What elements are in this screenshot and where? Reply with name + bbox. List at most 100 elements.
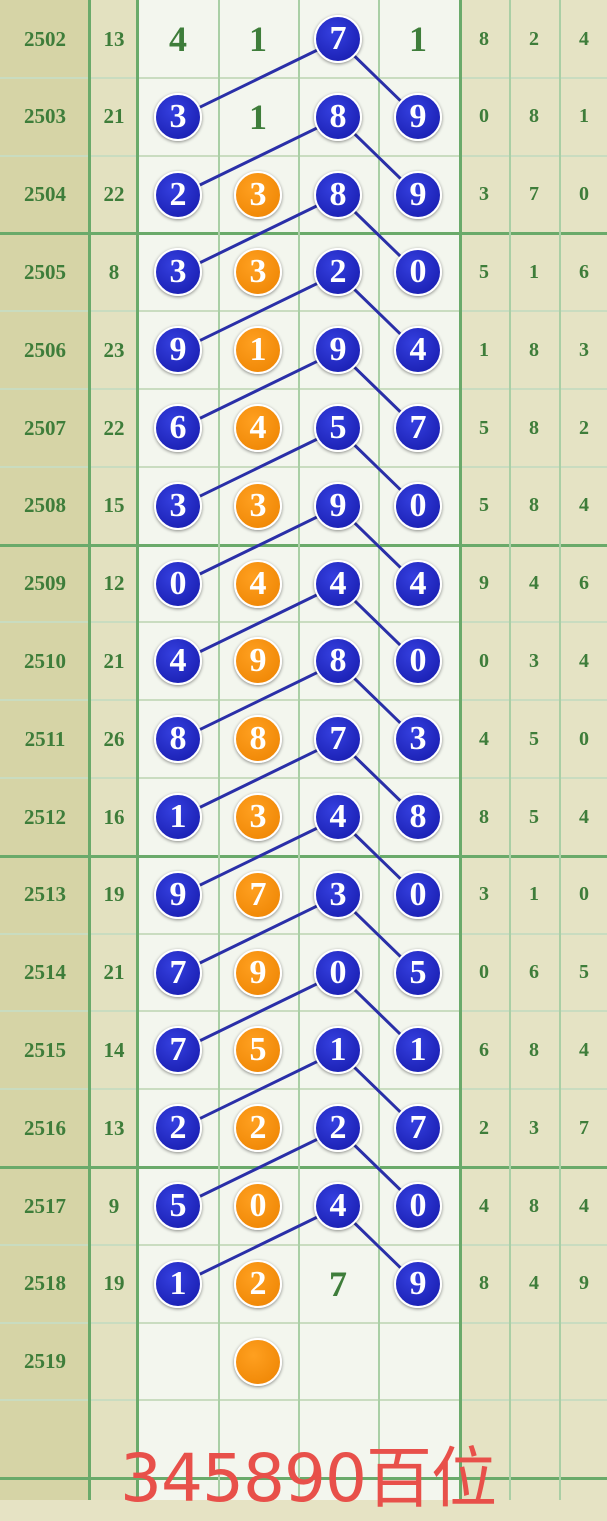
blue-ball: 1	[314, 1026, 362, 1075]
column-divider	[298, 0, 300, 1500]
blue-ball: 0	[394, 248, 442, 297]
connector-line	[177, 194, 339, 275]
digit-cell	[298, 1323, 378, 1401]
digit-cell: 0	[378, 856, 458, 934]
digit-cell: 9	[378, 156, 458, 234]
side-digit-cell: 2	[479, 1116, 489, 1139]
blue-ball: 4	[314, 1182, 362, 1230]
blue-ball: 9	[154, 870, 202, 919]
row-divider	[0, 388, 607, 390]
digit-cell: 8	[378, 778, 458, 856]
digit-text: 7	[329, 1263, 347, 1304]
orange-ball	[234, 1337, 282, 1386]
side-digit-cell: 8	[529, 416, 539, 439]
table-row: 2508 15 3 3 9 0 5 8 4	[0, 467, 607, 545]
blue-ball: 3	[154, 248, 202, 297]
row-divider	[0, 1010, 607, 1013]
table-row: 2503 21 3 1 8 9 0 8 1	[0, 78, 607, 156]
digit-cell: 9	[378, 1245, 458, 1323]
connector-line	[177, 661, 339, 742]
digit-cell: 7	[138, 1011, 218, 1089]
period-cell: 2518	[24, 1271, 66, 1296]
digit-cell: 7	[298, 1245, 378, 1323]
side-digit-cell: 8	[529, 494, 539, 517]
side-digit-cell: 1	[479, 338, 489, 361]
digit-cell: 9	[138, 311, 218, 389]
side-digit-cell: 9	[579, 1272, 589, 1295]
side-digit-cell: 5	[479, 494, 489, 517]
table-row: 2517 9 5 0 4 0 4 8 4	[0, 1167, 607, 1245]
digit-cell: 9	[298, 311, 378, 389]
connector-line	[177, 972, 339, 1053]
blue-ball: 9	[394, 92, 442, 141]
digit-cell: 1	[138, 1245, 218, 1323]
side-digit-cell: 6	[479, 1038, 489, 1061]
digit-cell: 0	[378, 1167, 458, 1245]
side-digit-cell: 8	[529, 105, 539, 128]
side-digit-cell: 6	[579, 260, 589, 283]
blue-ball: 7	[394, 404, 442, 452]
digit-cell: 9	[378, 78, 458, 156]
digit-cell: 5	[378, 934, 458, 1012]
row-divider	[0, 854, 607, 858]
digit-cell: 8	[298, 78, 378, 156]
digit-cell: 3	[138, 78, 218, 156]
side-digit-cell	[560, 1323, 607, 1401]
table-row: 2506 23 9 1 9 4 1 8 3	[0, 311, 607, 389]
blue-ball: 4	[314, 559, 362, 608]
side-digit-cell: 9	[479, 572, 489, 595]
connector-line	[177, 1127, 339, 1209]
blue-ball: 7	[154, 948, 202, 997]
blue-ball: 7	[314, 15, 362, 63]
blue-ball: 3	[314, 870, 362, 919]
connector-line	[177, 272, 339, 353]
orange-ball: 3	[234, 481, 282, 530]
digit-cell: 5	[298, 389, 378, 467]
sum-cell	[90, 1323, 138, 1401]
side-digit-cell: 0	[579, 727, 589, 750]
connector-line	[177, 1050, 339, 1131]
row-divider	[0, 621, 607, 624]
digit-cell: 3	[218, 778, 298, 856]
digit-cell: 7	[378, 1089, 458, 1167]
side-digit-cell: 5	[479, 416, 489, 439]
side-digit-cell: 4	[579, 1038, 589, 1061]
side-digit-cell: 0	[479, 649, 489, 672]
blue-ball: 3	[154, 481, 202, 530]
digit-cell: 1	[378, 0, 458, 78]
blue-ball: 2	[154, 170, 202, 219]
orange-ball: 7	[234, 870, 282, 919]
period-cell: 2504	[24, 182, 66, 207]
digit-cell: 1	[218, 311, 298, 389]
orange-ball: 9	[234, 948, 282, 997]
period-cell: 2506	[24, 337, 66, 362]
sum-cell: 22	[103, 415, 125, 440]
column-divider	[136, 0, 139, 1500]
blue-ball: 5	[314, 404, 362, 452]
row-divider	[0, 932, 607, 935]
blue-ball: 7	[154, 1026, 202, 1075]
sum-cell: 23	[103, 337, 125, 362]
row-divider	[0, 1399, 607, 1402]
digit-cell: 0	[378, 233, 458, 311]
blue-ball: 9	[314, 326, 362, 375]
connector-line	[177, 505, 339, 586]
digit-cell: 0	[378, 467, 458, 545]
sum-cell: 13	[103, 1115, 125, 1140]
side-digit-cell: 8	[529, 1038, 539, 1061]
digit-cell: 5	[138, 1167, 218, 1245]
digit-text: 1	[409, 19, 427, 59]
blue-ball: 0	[154, 559, 202, 608]
blue-ball: 4	[394, 559, 442, 608]
side-digit-cell: 7	[579, 1116, 589, 1139]
digit-cell: 7	[298, 700, 378, 778]
digit-cell	[378, 1323, 458, 1401]
digit-cell: 3	[218, 233, 298, 311]
orange-ball: 5	[234, 1026, 282, 1075]
row-divider	[0, 699, 607, 702]
blue-ball: 2	[314, 248, 362, 297]
blue-ball: 0	[394, 481, 442, 530]
digit-cell: 2	[218, 1089, 298, 1167]
row-divider	[0, 1243, 607, 1246]
period-cell: 2513	[24, 882, 66, 907]
